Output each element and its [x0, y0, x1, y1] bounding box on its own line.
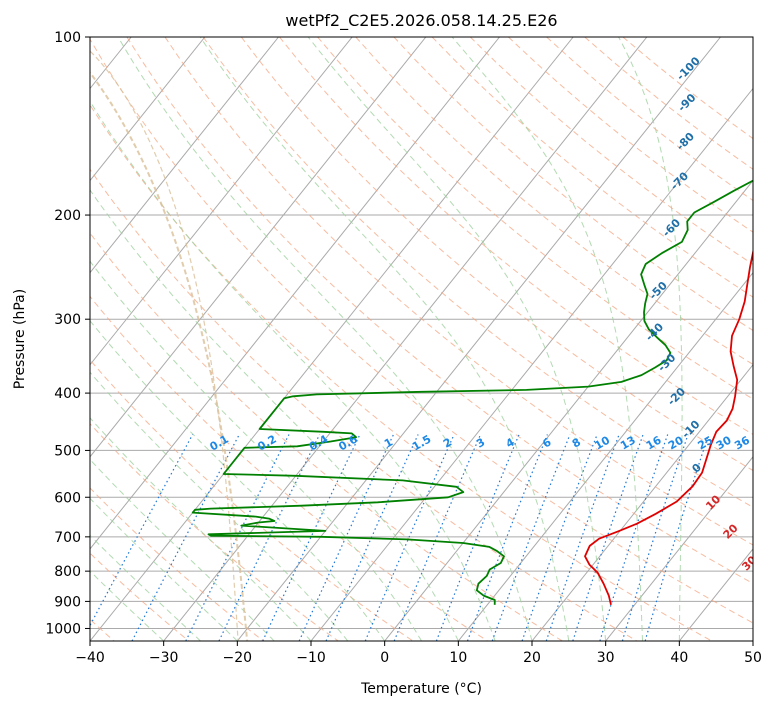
plot-frame: [89, 36, 754, 642]
x-tick-label: 30: [597, 650, 615, 666]
isotherm-line: [90, 37, 427, 458]
reference-curve: [90, 71, 249, 641]
moist-adiabat: [307, 37, 607, 641]
mixing-ratio-line: [298, 434, 395, 641]
moist-adiabat: [199, 37, 570, 641]
x-tick-label: −30: [149, 650, 179, 666]
mixing-ratio-line: [599, 434, 669, 641]
dry-adiabat: [202, 37, 753, 508]
moist-adiabat: [90, 458, 275, 641]
x-axis-label: Temperature (°C): [360, 681, 482, 697]
dry-adiabat: [164, 37, 753, 546]
mixing-ratio-line: [262, 434, 361, 641]
dry-adiabat: [90, 487, 264, 641]
moist-adiabat: [90, 371, 349, 641]
dry-adiabat: [126, 37, 753, 585]
moist-adiabat: [117, 37, 533, 641]
moist-adiabat: [451, 37, 643, 641]
moist-adiabat: [90, 189, 459, 641]
mixing-ratio-line: [364, 434, 455, 641]
mixing-ratio-line: [325, 434, 419, 641]
chart-title: wetPf2_C2E5.2026.058.14.25.E26: [285, 11, 557, 31]
dry-adiabat: [90, 168, 638, 641]
y-tick-label: 600: [54, 490, 81, 506]
dry-adiabat: [90, 295, 488, 641]
y-tick-label: 700: [54, 530, 81, 546]
mixing-ratio-line: [90, 434, 194, 627]
series-layer: [191, 179, 753, 606]
x-tick-label: 50: [744, 650, 762, 666]
dry-adiabat: [90, 359, 414, 641]
y-tick-label: 900: [54, 594, 81, 610]
dry-adiabat: [431, 37, 753, 298]
background-lines: [90, 37, 753, 641]
y-tick-label: 800: [54, 564, 81, 580]
dry-adiabat: [90, 232, 563, 641]
isotherm-line: [90, 37, 279, 274]
mixing-ratio-line: [393, 434, 482, 641]
x-tick-label: 0: [380, 650, 389, 666]
x-tick-label: −40: [75, 650, 105, 666]
x-tick-label: −20: [223, 650, 253, 666]
y-tick-label: 100: [54, 30, 81, 46]
y-tick-label: 1000: [45, 621, 81, 637]
mixing-ratio-line: [545, 434, 620, 641]
moist-adiabat: [90, 260, 422, 641]
temperature-line: [584, 248, 753, 606]
isotherm-line: [163, 37, 648, 641]
y-tick-label: 200: [54, 208, 81, 224]
x-tick-label: 10: [449, 650, 467, 666]
isotherm-line: [236, 37, 721, 641]
mixing-ratio-line: [185, 434, 290, 641]
x-axis: −40 −30 −20 −10 0 10 20 30 40 50: [75, 641, 762, 666]
dewpoint-line: [191, 179, 753, 605]
isotherm-line: [531, 363, 753, 641]
moist-adiabat: [90, 320, 386, 641]
mixing-ratio-line: [644, 434, 710, 641]
isotherm-line: [90, 37, 206, 182]
mixing-ratio-line: [621, 434, 689, 641]
isotherm-line: [605, 456, 753, 641]
mixing-ratio-line: [131, 434, 240, 641]
x-tick-label: −10: [296, 650, 326, 666]
y-tick-label: 400: [54, 386, 81, 402]
mixing-ratio-line: [218, 434, 321, 641]
dry-adiabat: [90, 38, 753, 624]
moist-adiabat: [90, 417, 312, 641]
dry-adiabat: [393, 37, 753, 332]
moist-adiabat: [90, 100, 496, 641]
x-tick-label: 40: [670, 650, 688, 666]
isotherm-line: [90, 37, 353, 366]
isotherm-line: [384, 179, 753, 641]
moist-adiabat: [90, 497, 238, 641]
moist-adiabat: [618, 37, 683, 641]
dry-adiabat: [240, 37, 753, 472]
mixing-ratio-line: [572, 434, 644, 641]
x-tick-label: 20: [523, 650, 541, 666]
dry-adiabat: [90, 104, 712, 641]
moist-adiabat: [90, 570, 165, 641]
y-axis: 100 200 300 400 500 600 700 800 900 1000: [45, 30, 90, 637]
isotherm-line: [457, 271, 753, 641]
moist-adiabat: [90, 534, 201, 641]
isotherm-line: [90, 37, 500, 550]
y-axis-label: Pressure (hPa): [12, 289, 28, 389]
y-tick-label: 500: [54, 443, 81, 459]
y-tick-label: 300: [54, 312, 81, 328]
